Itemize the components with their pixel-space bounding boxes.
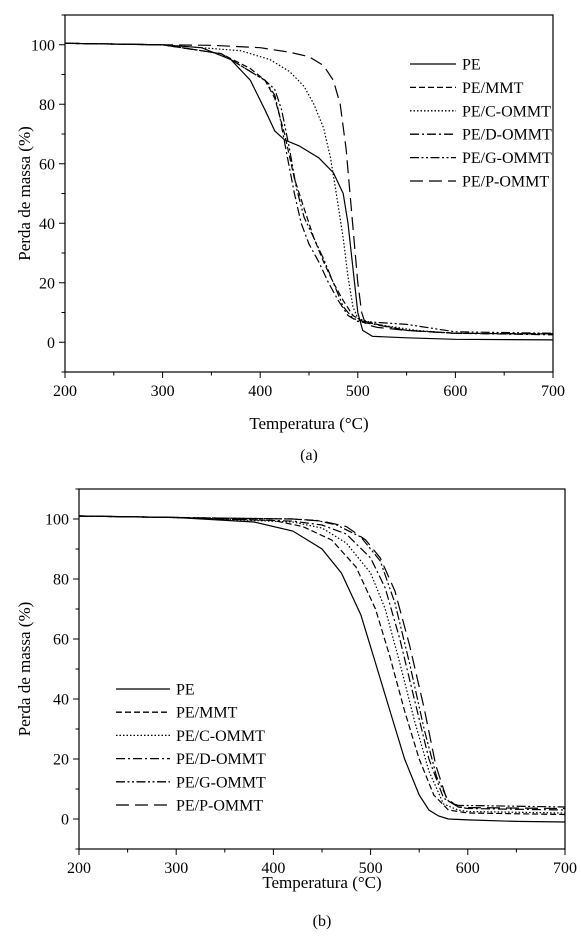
series-line-pe-mmt: [64, 42, 554, 335]
y-tick-label: 60: [53, 632, 69, 649]
panel-label-b: (b): [313, 913, 332, 930]
y-tick-label: 100: [31, 37, 55, 54]
x-tick-label: 600: [456, 860, 480, 877]
legend-label: PE/G-OMMT: [176, 774, 266, 791]
y-tick-label: 0: [61, 812, 69, 829]
legend-label: PE: [176, 682, 195, 699]
series-line-pe-d-ommt: [64, 42, 554, 336]
y-tick-label: 0: [47, 335, 55, 352]
x-tick-label: 600: [443, 383, 467, 400]
series-lines-b: [78, 515, 566, 823]
y-tick-label: 20: [53, 752, 69, 769]
x-tick-label: 200: [67, 860, 91, 877]
legend-label: PE/G-OMMT: [462, 150, 552, 167]
series-line-pe-c-ommt: [78, 515, 566, 814]
legend-label: PE/C-OMMT: [176, 728, 265, 745]
y-tick-label: 40: [39, 216, 55, 233]
x-tick-label: 500: [346, 383, 370, 400]
legend-label: PE/D-OMMT: [176, 751, 266, 768]
axes-b: 200 300 400 500 600 700 0 20 40 60 80 100: [45, 488, 577, 877]
panel-label-a: (a): [300, 447, 318, 464]
series-line-pe-g-ommt: [78, 515, 566, 808]
plot-frame-b: [78, 488, 566, 850]
legend-label: PE: [462, 57, 481, 74]
y-tick-label: 40: [53, 692, 69, 709]
series-line-pe-g-ommt: [64, 42, 554, 334]
series-line-pe: [78, 515, 566, 823]
y-axis-title-b: Perda de massa (%): [15, 602, 34, 737]
series-line-pe: [64, 42, 554, 341]
x-tick-label: 400: [248, 383, 272, 400]
legend-label: PE/MMT: [462, 80, 524, 97]
x-tick-label: 300: [151, 383, 175, 400]
y-tick-label: 20: [39, 275, 55, 292]
y-tick-label: 100: [45, 512, 69, 529]
x-tick-label: 500: [359, 860, 383, 877]
x-tick-label: 300: [164, 860, 188, 877]
series-line-pe-d-ommt: [78, 515, 566, 811]
x-tick-label: 700: [541, 383, 565, 400]
legend-label: PE/P-OMMT: [176, 798, 263, 815]
legend-b: PE PE/MMT PE/C-OMMT PE/D-OMMT PE/G-OMMT PE/P-…: [116, 682, 266, 815]
axes-a: 200 300 400 500 600 700 0 20 40 60 80 100: [31, 14, 565, 400]
legend-label: PE/D-OMMT: [462, 127, 552, 144]
series-lines-a: [64, 42, 554, 341]
y-tick-label: 80: [39, 97, 55, 114]
y-tick-label: 60: [39, 156, 55, 173]
x-axis-title-a: Temperatura (°C): [249, 414, 368, 433]
legend-label: PE/P-OMMT: [462, 174, 549, 191]
x-tick-label: 200: [53, 383, 77, 400]
series-line-pe-mmt: [78, 515, 566, 816]
legend-label: PE/C-OMMT: [462, 103, 551, 120]
series-line-pe-p-ommt: [78, 515, 566, 810]
x-tick-label: 700: [553, 860, 577, 877]
x-tick-label: 400: [261, 860, 285, 877]
y-tick-label: 80: [53, 572, 69, 589]
x-axis-title-b: Temperatura (°C): [262, 873, 381, 892]
legend-a: PE PE/MMT PE/C-OMMT PE/D-OMMT PE/G-OMMT PE/P-…: [410, 57, 552, 191]
series-line-pe-p-ommt: [64, 42, 554, 335]
legend-label: PE/MMT: [176, 705, 238, 722]
y-axis-title-a: Perda de massa (%): [15, 126, 34, 261]
